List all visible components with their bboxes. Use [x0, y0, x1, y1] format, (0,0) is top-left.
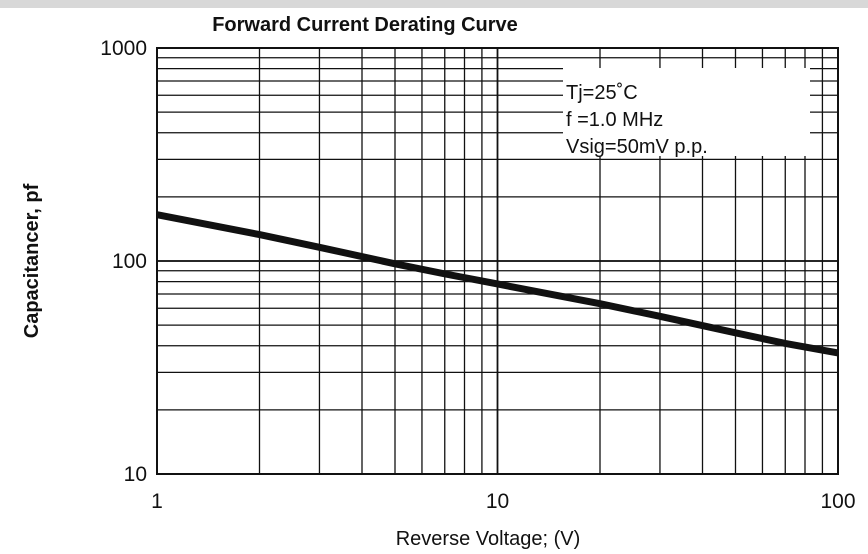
annotation-background	[563, 68, 810, 156]
annotation-line-frequency: f =1.0 MHz	[566, 109, 663, 131]
capacitance-series-line	[156, 211, 839, 357]
x-tick-label: 1	[151, 490, 163, 513]
chart-title: Forward Current Derating Curve	[212, 14, 518, 36]
annotation-line-signal: Vsig=50mV p.p.	[566, 136, 708, 158]
x-tick-label: 100	[820, 490, 855, 513]
plot-frame	[156, 47, 839, 475]
x-axis-label: Reverse Voltage; (V)	[396, 528, 581, 550]
annotation-line-temperature: Tj=25˚C	[566, 82, 638, 104]
x-tick-label: 10	[486, 490, 509, 513]
annotation-box: Tj=25˚C f =1.0 MHz Vsig=50mV p.p.	[563, 68, 810, 158]
y-tick-label: 10	[124, 463, 147, 486]
y-tick-label: 100	[112, 250, 147, 273]
top-strip	[0, 0, 868, 8]
y-axis-label: Capacitancer, pf	[21, 183, 43, 338]
y-tick-label: 1000	[100, 37, 147, 60]
